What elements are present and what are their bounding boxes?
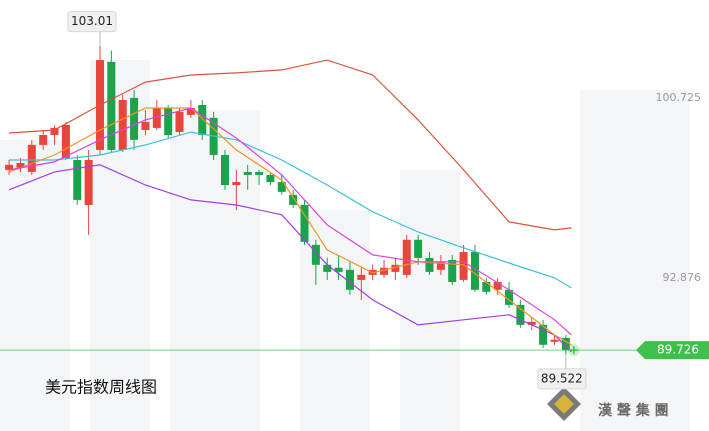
candle-body [27, 144, 36, 172]
indicator-line [8, 107, 572, 336]
candle-body [141, 121, 150, 130]
candle-body [425, 257, 434, 272]
candle-body [539, 324, 548, 345]
candle-body [152, 107, 161, 128]
candle-body [470, 251, 479, 290]
indicator-line [9, 131, 572, 289]
candle-body [107, 61, 116, 150]
candle-body [61, 124, 70, 158]
candle-body [459, 251, 468, 280]
candle-body [266, 174, 275, 183]
candle-body [414, 239, 423, 258]
candle-body [300, 204, 309, 242]
candle-body [334, 267, 343, 272]
candle-body [277, 182, 286, 192]
logo-icon-inner [554, 394, 574, 414]
candle-body [50, 127, 59, 136]
candle-body [198, 104, 207, 136]
candle-body [380, 267, 389, 275]
logo: 漢 聲 集 團 [547, 387, 669, 421]
candle-body [505, 289, 514, 305]
candle-body [311, 244, 320, 265]
candle-body [5, 164, 14, 170]
last-price-tag [636, 341, 709, 360]
candle-body [448, 259, 457, 282]
candle-body [130, 97, 139, 140]
chart-title: 美元指数周线图 [45, 378, 157, 397]
candle-body [550, 339, 559, 342]
candle-body [516, 304, 525, 325]
y-tick-label: 100.725 [656, 91, 702, 104]
candle-body [175, 111, 184, 133]
candle-body [186, 107, 195, 115]
candle-body [527, 321, 536, 325]
candle-body [73, 160, 82, 200]
extreme-label-box [67, 11, 117, 33]
candle-body [482, 281, 491, 292]
candle-body [436, 261, 445, 270]
extreme-label-box [537, 368, 587, 390]
indicator-line [8, 107, 572, 346]
extreme-label: 89.522 [541, 371, 583, 385]
candle-body [39, 135, 48, 145]
extreme-label: 103.01 [71, 14, 113, 28]
candle-body [243, 171, 252, 175]
candle-body [561, 337, 570, 351]
candle-body [164, 107, 173, 136]
candle-body [391, 264, 400, 272]
candle-body [493, 281, 502, 290]
candle-body [232, 182, 241, 186]
candle-body [357, 274, 366, 280]
candle-body [323, 264, 332, 272]
indicator-line [9, 59, 572, 231]
candle-body [345, 269, 354, 290]
last-price-cross [569, 346, 578, 355]
y-tick-label: 92.876 [663, 271, 702, 284]
logo-text: 漢 聲 集 團 [598, 402, 669, 419]
candle-body [84, 160, 93, 205]
candle-body [16, 163, 25, 168]
candle-body [255, 171, 264, 175]
candle-body [118, 99, 127, 150]
candle-body [289, 194, 298, 205]
candle-body [402, 239, 411, 275]
indicator-line [8, 164, 572, 353]
last-price-label: 89.726 [657, 343, 699, 357]
candle-body [220, 154, 229, 186]
